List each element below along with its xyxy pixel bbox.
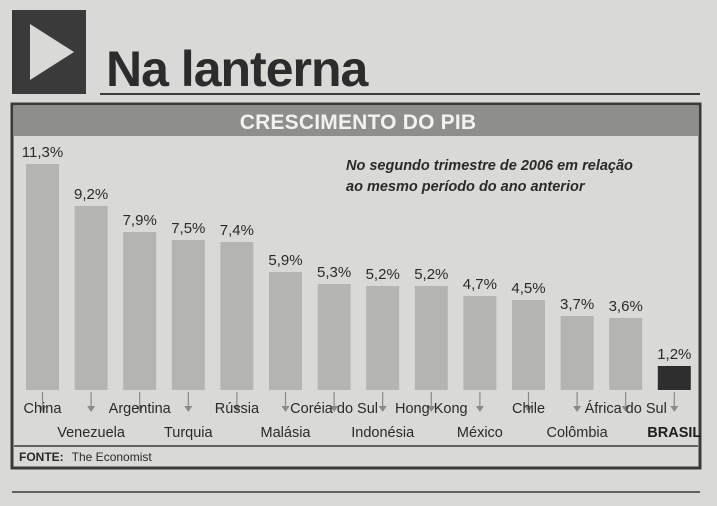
tick-russia <box>232 392 241 412</box>
category-label-mexico: México <box>457 425 503 441</box>
tick-colombia <box>573 392 582 412</box>
tick-chile <box>524 392 533 412</box>
value-label-brasil: 1,2% <box>657 346 691 363</box>
tick-coreia-do-sul <box>330 392 339 412</box>
value-label-hong-kong: 5,2% <box>414 266 448 283</box>
bar-mexico <box>463 296 497 390</box>
category-labels-layer: China Venezuela Argentina TurquiaRússiaMalá… <box>24 400 702 441</box>
bar-brasil <box>657 366 691 390</box>
category-label-coreia-do-sul: Coréia do Sul <box>290 401 378 417</box>
value-label-russia: 7,4% <box>220 222 254 239</box>
bar-hong-kong <box>414 286 448 390</box>
tick-africa-do-sul <box>621 392 630 412</box>
tick-indonesia <box>378 392 387 412</box>
period-note-line-1: No segundo trimestre de 2006 em relação <box>346 158 633 174</box>
bar-africa-do-sul <box>609 318 643 390</box>
bar-coreia-do-sul <box>317 284 351 390</box>
category-label-hong-kong: Hong Kong <box>395 401 468 417</box>
play-triangle-icon <box>12 10 86 94</box>
tick-brasil <box>670 392 679 412</box>
bar-colombia <box>560 316 594 390</box>
category-label-chile: Chile <box>512 401 545 417</box>
source-label: FONTE: <box>19 450 64 464</box>
category-label-indonesia: Indonésia <box>351 425 415 441</box>
category-label-brasil: BRASIL <box>647 425 701 441</box>
value-label-coreia-do-sul: 5,3% <box>317 264 351 281</box>
value-label-indonesia: 5,2% <box>366 266 400 283</box>
bar-argentina <box>123 232 157 390</box>
value-label-argentina: 7,9% <box>123 212 157 229</box>
bar-malasia <box>269 272 302 390</box>
category-label-turquia: Turquia <box>164 425 214 441</box>
tick-venezuela <box>87 392 96 412</box>
category-label-argentina: Argentina <box>109 401 172 417</box>
bar-china <box>26 164 59 390</box>
subtitle-band <box>14 106 698 136</box>
value-label-colombia: 3,7% <box>560 296 594 313</box>
category-label-russia: Rússia <box>215 401 260 417</box>
value-label-venezuela: 9,2% <box>74 186 108 203</box>
tick-mexico <box>475 392 484 412</box>
source-text: The Economist <box>72 450 153 464</box>
tick-malasia <box>281 392 290 412</box>
chart-title: Na lanterna <box>106 41 370 97</box>
category-label-malasia: Malásia <box>261 425 312 441</box>
period-note-line-2: ao mesmo período do ano anterior <box>346 179 586 195</box>
source-line: FONTE: The Economist <box>19 448 152 465</box>
bar-venezuela <box>74 206 108 390</box>
bar-russia <box>220 242 254 390</box>
value-label-malasia: 5,9% <box>268 252 302 269</box>
value-label-mexico: 4,7% <box>463 276 497 293</box>
category-label-africa-do-sul: África do Sul <box>585 400 667 417</box>
category-label-venezuela: Venezuela <box>57 425 126 441</box>
value-label-turquia: 7,5% <box>171 220 205 237</box>
chart-frame <box>10 102 702 470</box>
bars-layer <box>26 164 691 390</box>
category-label-china: China <box>24 401 63 417</box>
tick-hong-kong <box>427 392 436 412</box>
tick-china <box>38 392 47 412</box>
value-labels-layer: 11,3% 9,2% 7,9% 7,5% 7,4% 5,9% 5,3% 5,2% 5,2% 4,7… <box>22 144 692 363</box>
bar-turquia <box>171 240 205 390</box>
value-label-africa-do-sul: 3,6% <box>609 298 643 315</box>
chart-subtitle: CRESCIMENTO DO PIB <box>240 111 477 134</box>
bar-indonesia <box>366 286 400 390</box>
ticks-layer <box>38 392 679 412</box>
value-label-chile: 4,5% <box>511 280 545 297</box>
bar-chile <box>512 300 545 390</box>
tick-turquia <box>184 392 193 412</box>
category-label-colombia: Colômbia <box>546 425 608 441</box>
value-label-china: 11,3% <box>22 144 63 161</box>
tick-argentina <box>135 392 144 412</box>
